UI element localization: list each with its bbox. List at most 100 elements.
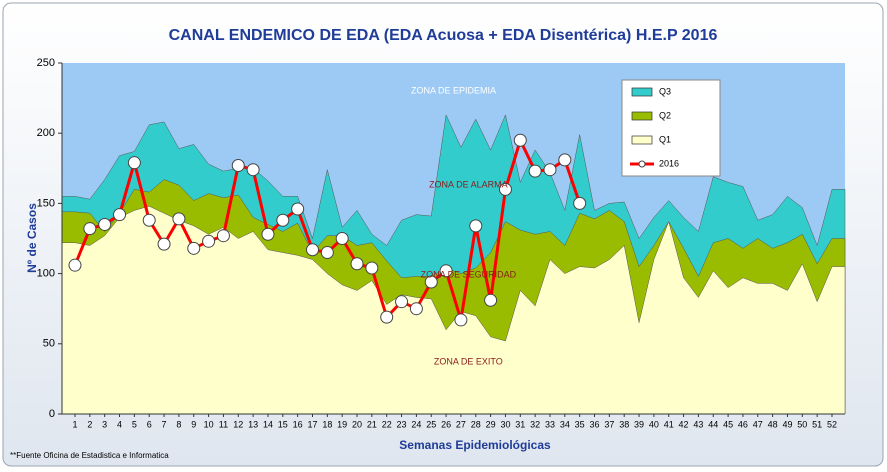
x-tick-label: 33 — [545, 419, 555, 429]
y-tick-label: 250 — [37, 57, 55, 69]
x-tick-label: 52 — [827, 419, 837, 429]
x-tick-label: 47 — [753, 419, 763, 429]
x-tick-label: 6 — [147, 419, 152, 429]
x-tick-label: 19 — [337, 419, 347, 429]
point — [83, 222, 97, 236]
x-tick-label: 46 — [738, 419, 748, 429]
x-axis-label: Semanas Epidemiológicas — [399, 438, 551, 452]
x-tick-label: 39 — [634, 419, 644, 429]
x-tick-label: 9 — [191, 419, 196, 429]
point — [395, 295, 409, 309]
x-tick-label: 41 — [664, 419, 674, 429]
y-axis-label: Nº de Casos — [25, 203, 39, 273]
point — [528, 164, 542, 178]
legend-swatch — [631, 135, 653, 145]
point — [454, 313, 468, 327]
x-tick-label: 45 — [723, 419, 733, 429]
x-tick-label: 40 — [649, 419, 659, 429]
x-tick-label: 11 — [219, 419, 228, 429]
chart-title: CANAL ENDEMICO DE EDA (EDA Acuosa + EDA … — [169, 27, 718, 44]
x-tick-label: 49 — [782, 419, 792, 429]
x-tick-label: 31 — [515, 419, 525, 429]
legend-swatch — [631, 111, 653, 121]
x-tick-label: 17 — [307, 419, 317, 429]
point — [558, 153, 572, 167]
x-tick-label: 28 — [471, 419, 481, 429]
point — [439, 264, 453, 278]
point — [543, 163, 557, 177]
legend-marker — [638, 160, 646, 168]
point — [187, 241, 201, 255]
x-tick-label: 29 — [486, 419, 496, 429]
point — [320, 246, 334, 260]
x-tick-label: 36 — [590, 419, 600, 429]
legend-label: Q3 — [659, 86, 671, 96]
x-tick-label: 16 — [293, 419, 303, 429]
legend-label: 2016 — [659, 158, 679, 168]
x-tick-label: 5 — [132, 419, 137, 429]
x-tick-label: 8 — [176, 419, 181, 429]
point — [246, 163, 260, 177]
legend-label: Q1 — [659, 134, 671, 144]
point — [113, 208, 127, 222]
x-tick-label: 50 — [797, 419, 807, 429]
zone-label: ZONA DE SEGURIDAD — [421, 269, 517, 279]
x-tick-label: 27 — [456, 419, 466, 429]
point — [335, 232, 349, 245]
x-tick-label: 7 — [162, 419, 167, 429]
x-tick-label: 38 — [619, 419, 629, 429]
point — [291, 202, 305, 216]
x-tick-label: 42 — [679, 419, 689, 429]
x-tick-label: 10 — [204, 419, 214, 429]
point — [484, 293, 498, 307]
point — [142, 213, 156, 227]
y-tick-label: 200 — [37, 127, 55, 139]
x-tick-label: 20 — [352, 419, 362, 429]
x-tick-label: 14 — [263, 419, 273, 429]
x-tick-label: 4 — [117, 419, 122, 429]
point — [276, 213, 290, 227]
point — [231, 158, 245, 172]
point — [216, 229, 230, 243]
x-tick-label: 15 — [278, 419, 288, 429]
point — [157, 237, 171, 251]
x-tick-label: 24 — [411, 419, 421, 429]
x-tick-label: 37 — [604, 419, 614, 429]
x-tick-label: 13 — [248, 419, 258, 429]
x-tick-label: 34 — [560, 419, 570, 429]
point — [365, 261, 379, 275]
y-tick-label: 100 — [37, 268, 55, 280]
x-tick-label: 35 — [575, 419, 585, 429]
point — [305, 243, 319, 257]
point — [498, 182, 512, 196]
x-tick-label: 1 — [72, 419, 77, 429]
x-tick-label: 23 — [397, 419, 407, 429]
point — [261, 227, 275, 241]
x-tick-label: 21 — [367, 419, 377, 429]
x-tick-label: 43 — [693, 419, 703, 429]
x-tick-label: 30 — [500, 419, 510, 429]
y-tick-label: 150 — [37, 197, 55, 209]
x-tick-label: 32 — [530, 419, 540, 429]
point — [513, 133, 527, 147]
point — [202, 234, 216, 248]
x-tick-label: 48 — [768, 419, 778, 429]
point — [424, 275, 438, 289]
x-tick-label: 3 — [102, 419, 107, 429]
point — [350, 257, 364, 271]
x-tick-label: 51 — [812, 419, 822, 429]
x-tick-label: 2 — [87, 419, 92, 429]
point — [573, 196, 587, 210]
legend-swatch — [631, 87, 653, 97]
point — [127, 156, 141, 170]
y-tick-label: 50 — [43, 338, 55, 350]
y-tick-label: 0 — [49, 408, 55, 420]
point — [409, 302, 423, 316]
zone-label: ZONA DE EXITO — [434, 356, 503, 366]
point — [380, 310, 394, 324]
x-tick-label: 26 — [441, 419, 451, 429]
point — [98, 217, 112, 231]
zone-label: ZONA DE ALARMA — [429, 180, 508, 190]
x-tick-label: 18 — [322, 419, 332, 429]
